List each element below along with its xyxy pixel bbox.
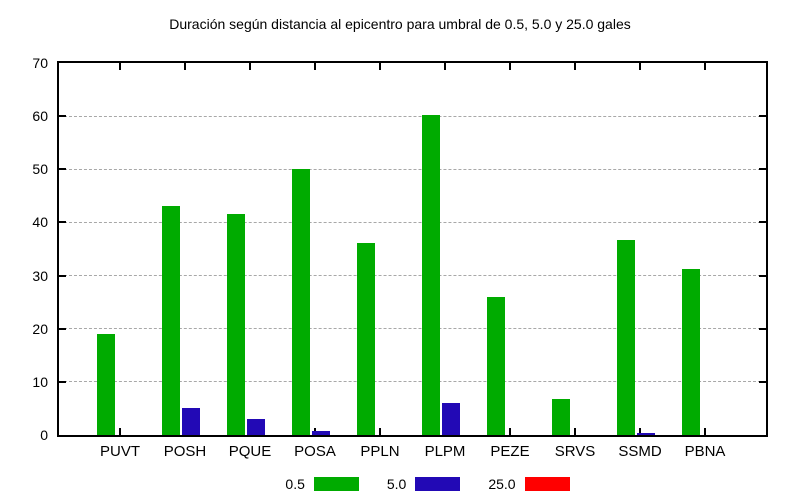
y-tick <box>759 327 766 330</box>
x-axis-tick-label: PEZE <box>490 443 530 460</box>
x-tick <box>704 63 706 70</box>
plot-area <box>57 61 768 437</box>
y-axis-tick-label: 60 <box>32 108 48 125</box>
y-tick <box>759 221 766 224</box>
bar-0.5-PEZE <box>487 297 505 435</box>
x-axis-tick-label: PQUE <box>228 443 272 460</box>
x-axis-tick-label: PPLN <box>360 443 400 460</box>
y-tick <box>59 221 66 224</box>
legend-label: 0.5 <box>285 476 305 492</box>
y-tick <box>759 115 766 118</box>
legend-item: 0.5 <box>285 476 359 492</box>
x-tick <box>119 63 121 70</box>
x-tick <box>509 428 511 435</box>
legend-label: 25.0 <box>488 476 516 492</box>
x-tick <box>574 63 576 70</box>
x-tick <box>704 428 706 435</box>
bar-0.5-POSA <box>292 169 310 435</box>
y-axis-tick-label: 50 <box>32 161 48 178</box>
bar-0.5-PBNA <box>682 269 700 435</box>
bar-0.5-PQUE <box>227 214 245 435</box>
x-axis-tick-label: POSH <box>163 443 207 460</box>
legend-swatch <box>313 477 359 491</box>
y-tick <box>59 274 66 277</box>
gridline <box>59 115 766 117</box>
x-tick <box>249 63 251 70</box>
x-tick <box>509 63 511 70</box>
gridline <box>59 221 766 223</box>
x-tick <box>119 428 121 435</box>
y-tick <box>759 168 766 171</box>
gridline <box>59 328 766 330</box>
gridline <box>59 275 766 277</box>
bar-0.5-PUVT <box>97 334 115 435</box>
gridline <box>59 381 766 383</box>
gridline <box>59 168 766 170</box>
x-tick <box>444 63 446 70</box>
y-tick <box>59 115 66 118</box>
x-axis-tick-label: POSA <box>294 443 336 460</box>
x-tick <box>639 63 641 70</box>
chart-title: Duración según distancia al epicentro pa… <box>169 16 631 32</box>
legend-item: 25.0 <box>488 476 570 492</box>
x-axis-tick-label: PBNA <box>684 443 726 460</box>
x-axis-tick-label: SSMD <box>618 443 662 460</box>
bar-0.5-PPLN <box>357 243 375 435</box>
x-axis-tick-label: SRVS <box>554 443 596 460</box>
x-axis-tick-label: PUVT <box>99 443 140 460</box>
bar-0.5-POSH <box>162 206 180 435</box>
y-tick <box>759 380 766 383</box>
bar-0.5-SSMD <box>617 240 635 435</box>
x-axis-tick-label: PLPM <box>424 443 466 460</box>
x-tick <box>314 63 316 70</box>
legend-swatch <box>415 477 461 491</box>
y-axis-tick-label: 70 <box>32 55 48 71</box>
y-axis-tick-label: 40 <box>32 214 48 231</box>
x-tick <box>184 63 186 70</box>
y-axis-tick-label: 0 <box>40 427 48 443</box>
y-tick <box>59 327 66 330</box>
legend-swatch <box>524 477 570 491</box>
y-tick <box>59 380 66 383</box>
x-tick <box>379 428 381 435</box>
y-axis-tick-label: 10 <box>32 373 48 390</box>
y-axis-tick-label: 30 <box>32 267 48 284</box>
bar-5.0-SSMD <box>637 433 655 435</box>
legend: 0.5 5.0 25.0 <box>57 476 768 492</box>
bar-5.0-POSH <box>182 408 200 435</box>
bar-0.5-PLPM <box>422 115 440 435</box>
y-axis-tick-label: 20 <box>32 320 48 337</box>
y-tick <box>59 168 66 171</box>
bar-5.0-PLPM <box>442 403 460 435</box>
y-tick <box>759 274 766 277</box>
bar-5.0-PQUE <box>247 419 265 435</box>
x-tick <box>574 428 576 435</box>
x-tick <box>379 63 381 70</box>
legend-label: 5.0 <box>386 476 407 492</box>
bar-5.0-POSA <box>312 431 330 435</box>
bar-0.5-SRVS <box>552 399 570 435</box>
legend-item: 5.0 <box>386 476 461 492</box>
x-tick <box>639 428 641 435</box>
